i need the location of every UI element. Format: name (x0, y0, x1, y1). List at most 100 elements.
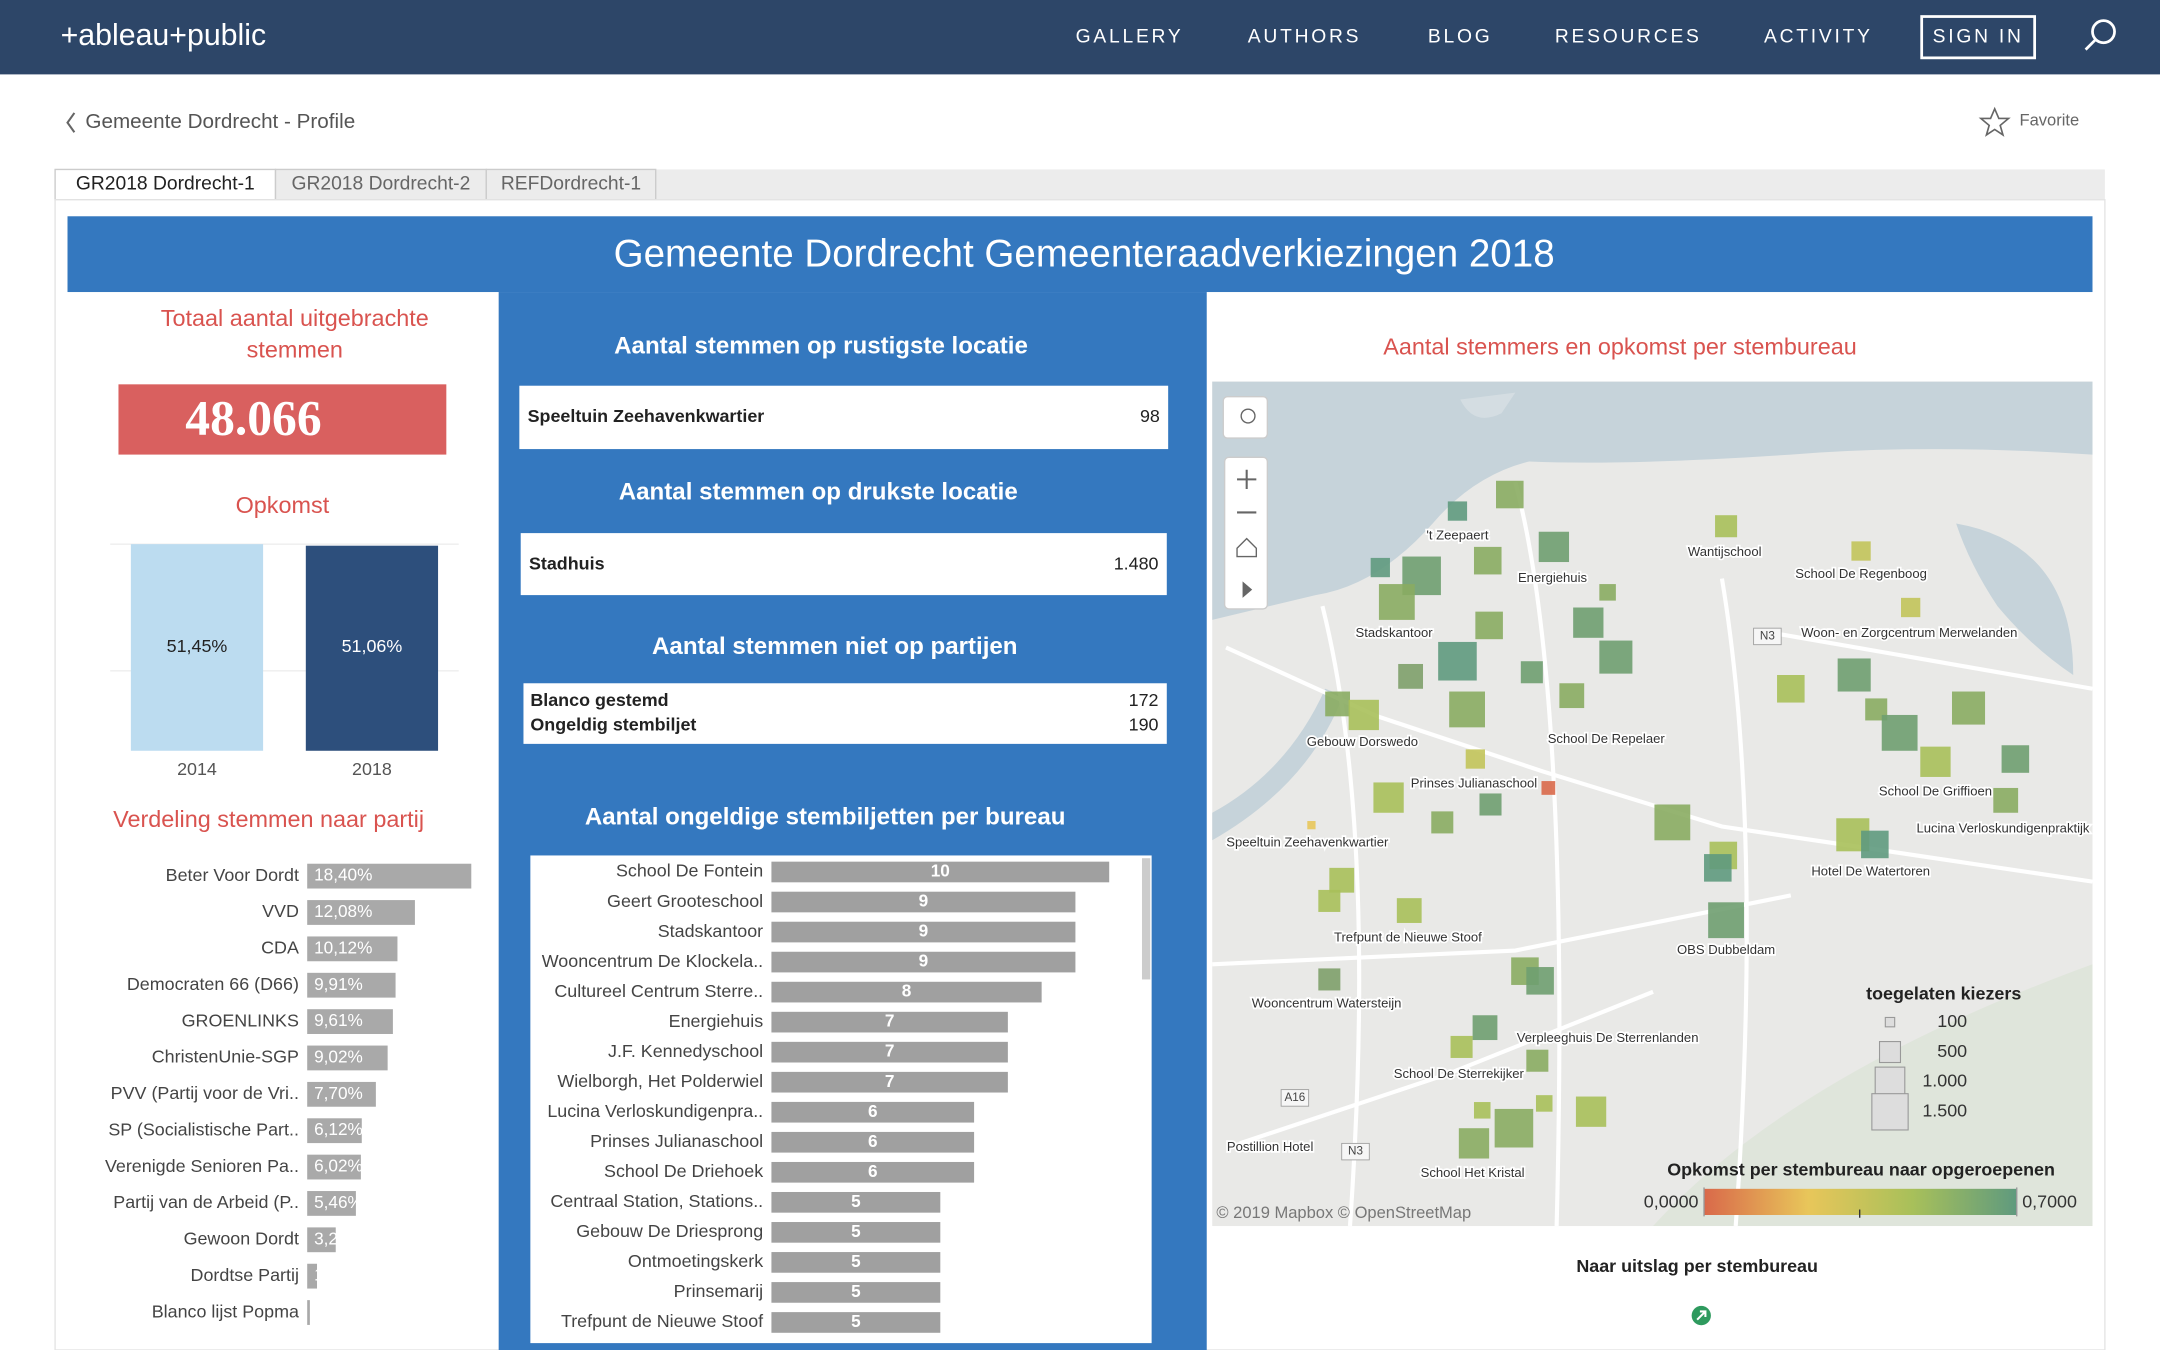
map-marker[interactable] (1526, 967, 1554, 995)
map-marker[interactable] (1472, 1015, 1498, 1041)
nav-link[interactable]: BLOG (1428, 26, 1493, 47)
map-marker[interactable] (1599, 640, 1633, 674)
map-marker[interactable] (1541, 781, 1556, 795)
map-marker[interactable] (1473, 1102, 1491, 1119)
bar-label: 51,45% (167, 636, 228, 656)
map-marker[interactable] (1396, 898, 1422, 923)
map-marker[interactable] (1993, 787, 2019, 813)
chart-title: Verdeling stemmen naar partij (113, 806, 424, 832)
map-marker[interactable] (1496, 480, 1524, 509)
legend-label: 500 (1937, 1041, 1967, 1061)
bar-label: 5 (851, 1281, 861, 1301)
map-marker[interactable] (1494, 1108, 1534, 1148)
map-marker[interactable] (1378, 584, 1415, 620)
map-marker[interactable] (1475, 611, 1503, 640)
map-marker[interactable] (1837, 658, 1871, 692)
bar-label: 9,61% (314, 1010, 363, 1030)
map-marker[interactable] (1479, 793, 1502, 816)
map-marker[interactable] (1920, 746, 1951, 777)
map-marker[interactable] (1851, 541, 1871, 561)
legend-size (1884, 1016, 1896, 1028)
map-controls[interactable] (1223, 456, 1269, 610)
map-marker[interactable] (1438, 641, 1477, 681)
map-marker[interactable] (1373, 782, 1404, 813)
search-icon[interactable] (2084, 19, 2116, 51)
legend-title: Opkomst per stembureau naar opgeroepenen (1667, 1160, 2055, 1180)
chart-title: Opkomst (236, 492, 330, 518)
map-marker[interactable] (1535, 1095, 1553, 1112)
bar (307, 936, 398, 962)
legend-label: 0,7000 (2022, 1191, 2077, 1211)
map-marker[interactable] (2001, 745, 2030, 773)
map-marker[interactable] (1861, 830, 1889, 859)
map-marker[interactable] (1901, 597, 1921, 618)
map-marker[interactable] (1704, 854, 1732, 882)
map-marker[interactable] (1573, 607, 1604, 638)
bar (307, 1118, 362, 1144)
map-marker[interactable] (1450, 1035, 1473, 1058)
map-marker[interactable] (1370, 557, 1390, 578)
map-marker[interactable] (1520, 661, 1543, 684)
favorite[interactable]: Favorite (2019, 111, 2079, 130)
back-icon[interactable] (66, 112, 76, 133)
map-marker[interactable] (1465, 749, 1485, 769)
map-marker[interactable] (1318, 968, 1341, 991)
tab-label[interactable]: REFDordrecht-1 (501, 174, 641, 195)
map-marker[interactable] (1708, 902, 1744, 939)
map-marker[interactable] (1325, 691, 1350, 717)
map-marker[interactable] (1307, 821, 1316, 830)
map-marker[interactable] (1398, 663, 1424, 689)
legend-label: 0,0000 (1644, 1191, 1699, 1211)
nav-link[interactable]: ACTIVITY (1764, 26, 1873, 47)
category-label: Partij van de Arbeid (P.. (113, 1192, 299, 1212)
map-marker[interactable] (1715, 515, 1738, 538)
title-band (67, 216, 2093, 293)
map-marker[interactable] (1881, 714, 1918, 751)
map-marker[interactable] (1447, 501, 1468, 521)
map-marker[interactable] (1777, 675, 1805, 703)
tab[interactable] (485, 168, 657, 201)
bar (771, 1252, 941, 1273)
nav-link[interactable]: RESOURCES (1555, 26, 1702, 47)
location-label: School De Sterrekijker (1394, 1066, 1525, 1081)
tab-label[interactable]: GR2018 Dordrecht-2 (291, 174, 470, 195)
play-icon[interactable] (1242, 581, 1253, 598)
link-label[interactable]: Naar uitslag per stembureau (1576, 1256, 1818, 1276)
map-marker[interactable] (1329, 867, 1355, 893)
map-marker[interactable] (1538, 531, 1570, 563)
map-marker[interactable] (1348, 699, 1379, 731)
home-icon[interactable] (1236, 537, 1258, 558)
map-marker[interactable] (1599, 584, 1616, 601)
star-icon[interactable] (1978, 106, 2011, 137)
map-marker[interactable] (1449, 691, 1485, 728)
zoom-in[interactable] (1237, 469, 1257, 514)
map-marker[interactable] (1654, 804, 1691, 841)
scrollbar[interactable] (1141, 858, 1151, 980)
map-search-icon[interactable] (1240, 408, 1256, 424)
logo[interactable]: +ableau+public (61, 19, 267, 52)
link-arrow[interactable] (1696, 1310, 1707, 1321)
tab[interactable] (274, 168, 487, 201)
bar (771, 1222, 941, 1243)
map-marker[interactable] (1318, 889, 1341, 912)
map-marker[interactable] (1559, 683, 1585, 709)
map-search[interactable] (1222, 396, 1269, 439)
legend-size (1874, 1066, 1906, 1098)
sign-in[interactable]: SIGN IN (1933, 26, 2024, 47)
road-label: A16 (1284, 1091, 1305, 1104)
map-marker[interactable] (1473, 546, 1502, 575)
bar (130, 544, 264, 751)
sign-in-box[interactable] (1920, 15, 2037, 60)
bar (307, 1154, 361, 1180)
map-marker[interactable] (1575, 1096, 1607, 1127)
tab-label[interactable]: GR2018 Dordrecht-1 (76, 174, 255, 195)
breadcrumb[interactable]: Gemeente Dordrecht - Profile (85, 110, 355, 133)
map-marker[interactable] (1458, 1128, 1490, 1159)
map-marker[interactable] (1431, 811, 1454, 834)
nav-link[interactable]: GALLERY (1076, 26, 1184, 47)
map-marker[interactable] (1951, 691, 1986, 725)
map-marker[interactable] (1526, 1049, 1549, 1072)
bar-label: 5 (851, 1221, 861, 1241)
nav-link[interactable]: AUTHORS (1248, 26, 1361, 47)
